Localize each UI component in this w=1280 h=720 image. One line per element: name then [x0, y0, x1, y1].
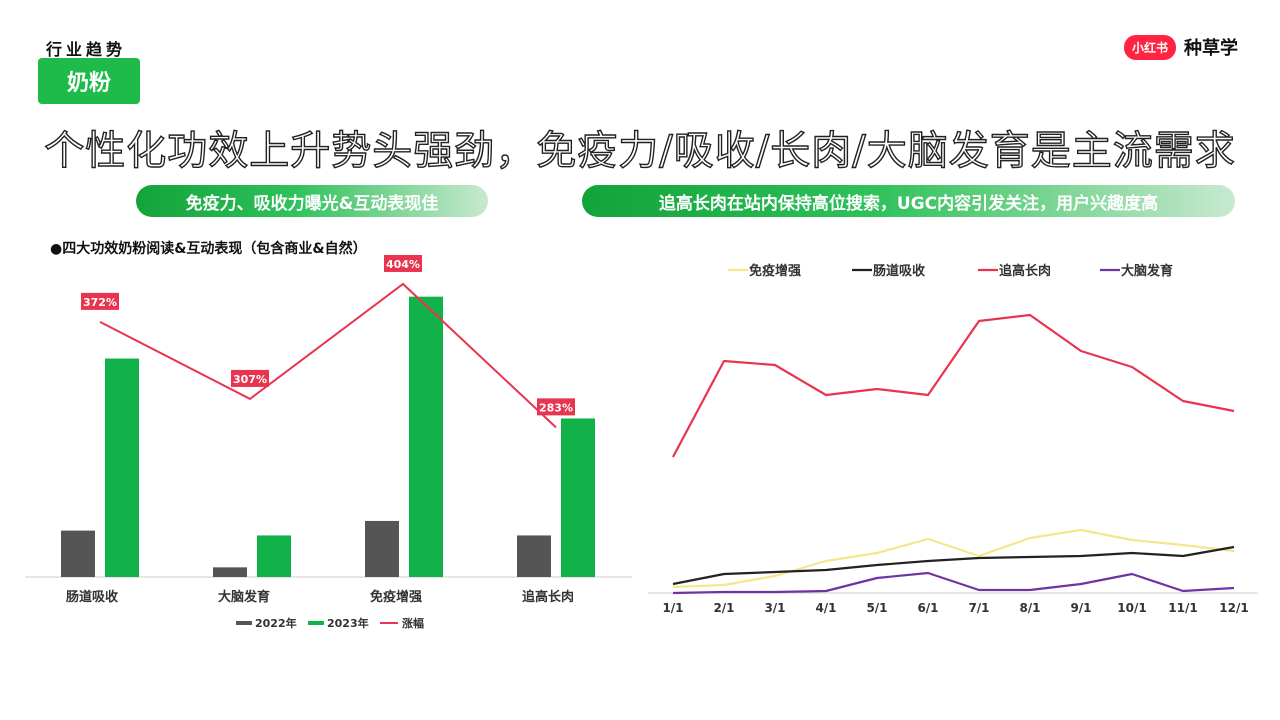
subtitle-pill-right: 追高长肉在站内保持高位搜索，UGC内容引发关注，用户兴趣度高 [582, 185, 1235, 217]
bar-2022 [517, 535, 551, 577]
page-title: 个性化功效上升势头强劲，免疫力/吸收/长肉/大脑发育是主流需求 [44, 127, 1236, 174]
legend-label-2023: 2023年 [327, 616, 369, 630]
bar-chart-title: ●四大功效奶粉阅读&互动表现（包含商业&自然） [50, 241, 367, 257]
growth-data-label: 372% [83, 296, 117, 309]
series-line [672, 313, 1235, 458]
x-tick-label: 肠道吸收 [66, 589, 119, 605]
legend-label: 肠道吸收 [873, 263, 926, 279]
x-tick-label: 追高长肉 [522, 589, 574, 605]
bar-2023 [257, 535, 291, 577]
category-tag: 奶粉 [38, 58, 140, 104]
subtitle-pill-left: 免疫力、吸收力曝光&互动表现佳 [136, 185, 488, 217]
x-tick-label: 2/1 [713, 601, 734, 615]
legend-swatch-2022 [236, 621, 252, 625]
growth-data-label: 404% [386, 258, 420, 271]
growth-line [99, 282, 557, 429]
brand: 小红书 种草学 [1123, 34, 1238, 60]
x-tick-label: 9/1 [1070, 601, 1091, 615]
legend-label: 大脑发育 [1121, 263, 1173, 279]
growth-label-bg [384, 255, 422, 272]
legend-label: 免疫增强 [749, 263, 801, 279]
line-chart: 1/1 2/1 3/1 4/1 5/1 6/1 7/1 8/1 9/1 10/1 11/1 12/1 免… [648, 263, 1258, 615]
legend-label-growth: 涨幅 [402, 616, 424, 630]
x-tick-label: 11/1 [1168, 601, 1197, 615]
brand-text: 种草学 [1184, 38, 1238, 59]
x-tick-label: 6/1 [917, 601, 938, 615]
x-tick-label: 12/1 [1219, 601, 1248, 615]
x-tick-label: 10/1 [1117, 601, 1146, 615]
x-tick-label: 1/1 [662, 601, 683, 615]
growth-data-label: 307% [233, 373, 267, 386]
legend-swatch-2023 [308, 621, 324, 625]
x-tick-label: 5/1 [866, 601, 887, 615]
growth-label-bg [537, 398, 575, 416]
x-tick-label: 免疫增强 [370, 589, 422, 605]
bar-2022 [61, 530, 95, 577]
bar-2022 [213, 567, 247, 577]
series-line [672, 571, 1235, 595]
growth-label-bg [81, 292, 119, 310]
x-tick-label: 3/1 [764, 601, 785, 615]
legend-label-2022: 2022年 [255, 616, 297, 630]
x-tick-label: 8/1 [1019, 601, 1040, 615]
bar-chart: 肠道吸收 大脑发育 免疫增强 追高长肉 372% 307% 404% 283% 2022年 202… [25, 255, 632, 630]
brand-logo: 小红书 [1123, 34, 1176, 60]
growth-data-label: 283% [539, 401, 573, 414]
x-tick-label: 4/1 [815, 601, 836, 615]
bar-2023 [105, 358, 139, 577]
growth-label-bg [231, 369, 269, 387]
series-line [672, 545, 1235, 586]
legend-label: 追高长肉 [999, 263, 1051, 279]
bar-2023 [409, 296, 443, 577]
x-tick-label: 大脑发育 [218, 589, 270, 605]
bar-2022 [365, 520, 399, 577]
x-tick-label: 7/1 [968, 601, 989, 615]
section-label: 行业趋势 [46, 40, 127, 59]
bar-2023 [561, 418, 595, 577]
series-line [672, 528, 1235, 589]
